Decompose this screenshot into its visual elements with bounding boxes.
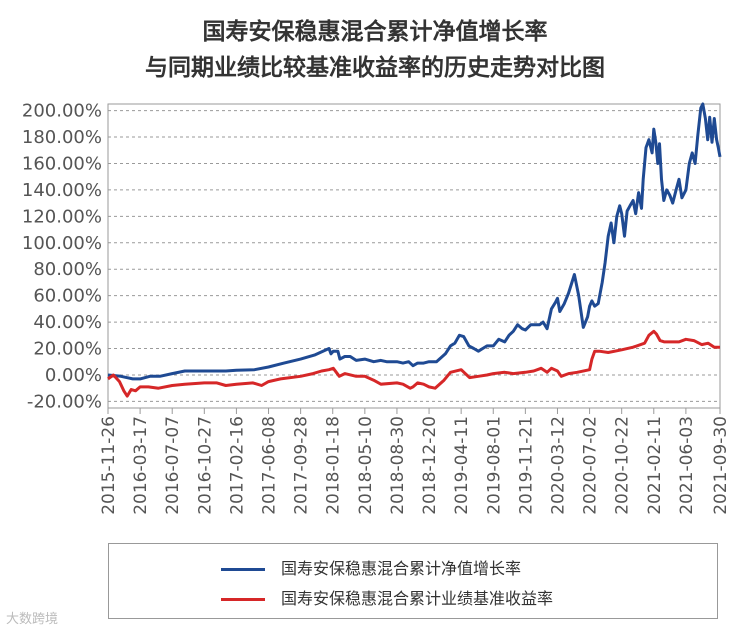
legend-swatch-nav bbox=[221, 568, 265, 571]
x-tick-label: 2019-04-11 bbox=[452, 416, 472, 515]
y-tick-label: 140.00% bbox=[22, 180, 102, 201]
legend: 国寿安保稳惠混合累计净值增长率 国寿安保稳惠混合累计业绩基准收益率 bbox=[108, 543, 718, 619]
x-tick-label: 2017-02-16 bbox=[227, 416, 247, 515]
x-tick-label: 2021-02-11 bbox=[645, 416, 665, 515]
y-tick-labels: 200.00% 180.00% 160.00% 140.00% 120.00% 100.0… bbox=[22, 101, 102, 413]
x-tick-label: 2020-10-22 bbox=[613, 416, 633, 515]
grid-lines bbox=[108, 110, 720, 402]
watermark-text: 大数跨境 bbox=[6, 612, 59, 627]
x-tick-label: 2016-10-27 bbox=[195, 416, 215, 515]
plot-frame bbox=[107, 103, 721, 409]
chart-title: 国寿安保稳惠混合累计净值增长率 与同期业绩比较基准收益率的历史走势对比图 bbox=[0, 14, 750, 86]
x-tick-label: 2020-07-02 bbox=[581, 416, 601, 515]
y-tick-label: 200.00% bbox=[22, 101, 102, 122]
legend-label-benchmark: 国寿安保稳惠混合累计业绩基准收益率 bbox=[281, 589, 554, 608]
chart-title-line-2: 与同期业绩比较基准收益率的历史走势对比图 bbox=[145, 55, 605, 81]
x-tick-label: 2018-08-30 bbox=[388, 416, 408, 515]
axes bbox=[107, 103, 721, 414]
x-tick-label: 2019-08-01 bbox=[484, 416, 504, 515]
y-tick-label: 20.00% bbox=[33, 339, 102, 360]
x-tick-label: 2020-03-12 bbox=[548, 416, 568, 515]
x-tick-label: 2017-09-28 bbox=[292, 416, 312, 515]
y-tick-label: -20.00% bbox=[27, 391, 102, 412]
legend-swatch-benchmark bbox=[221, 598, 265, 601]
legend-item-nav: 国寿安保稳惠混合累计净值增长率 bbox=[109, 556, 717, 582]
legend-item-benchmark: 国寿安保稳惠混合累计业绩基准收益率 bbox=[109, 586, 717, 612]
y-tick-label: 0.00% bbox=[45, 365, 102, 386]
x-tick-label: 2019-11-21 bbox=[516, 416, 536, 515]
x-tick-label: 2021-06-03 bbox=[677, 416, 697, 515]
x-tick-label: 2018-01-18 bbox=[324, 416, 344, 515]
y-tick-label: 80.00% bbox=[33, 259, 102, 280]
line-chart: 200.00% 180.00% 160.00% 140.00% 120.00% 100.0… bbox=[22, 101, 731, 515]
series-line-benchmark bbox=[107, 329, 720, 398]
y-tick-label: 40.00% bbox=[33, 312, 102, 333]
y-tick-label: 100.00% bbox=[22, 233, 102, 254]
series-layer bbox=[107, 102, 722, 398]
x-tick-label: 2018-05-10 bbox=[356, 416, 376, 515]
y-tick-label: 160.00% bbox=[22, 153, 102, 174]
chart-title-line-1: 国寿安保稳惠混合累计净值增长率 bbox=[202, 19, 548, 45]
x-tick-label: 2015-11-26 bbox=[99, 416, 119, 515]
y-tick-label: 120.00% bbox=[22, 206, 102, 227]
series-line-nav bbox=[107, 102, 722, 381]
x-tick-label: 2017-06-08 bbox=[260, 416, 280, 515]
y-tick-label: 180.00% bbox=[22, 127, 102, 148]
x-tick-label: 2018-12-20 bbox=[420, 416, 440, 515]
x-tick-label: 2021-09-30 bbox=[711, 416, 731, 515]
x-tick-label: 2016-07-07 bbox=[163, 416, 183, 515]
legend-label-nav: 国寿安保稳惠混合累计净值增长率 bbox=[281, 559, 522, 578]
x-tick-label: 2016-03-17 bbox=[131, 416, 151, 515]
x-tick-labels: 2015-11-26 2016-03-17 2016-07-07 2016-10-27… bbox=[99, 416, 731, 515]
y-tick-label: 60.00% bbox=[33, 286, 102, 307]
